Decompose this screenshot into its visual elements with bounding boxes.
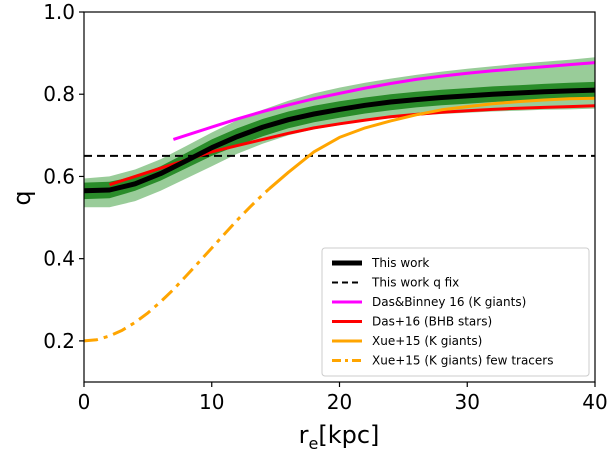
y-tick-label: 0.6 (43, 164, 75, 188)
x-tick-label: 40 (582, 390, 607, 414)
legend-label-this-work: This work (371, 256, 429, 270)
legend-label-this-work-q-fix: This work q fix (371, 276, 459, 290)
series-xue-15-k-giants (268, 96, 596, 190)
x-axis-label: re[kpc] (299, 421, 380, 452)
y-axis-ticks: 0.2 0.4 0.6 0.8 1.0 (43, 0, 84, 353)
y-tick-label: 0.4 (43, 247, 75, 271)
legend-label-das-16-bhb-stars: Das+16 (BHB stars) (372, 315, 492, 329)
confidence-bands (84, 57, 595, 208)
x-axis-label-unit: [kpc] (318, 421, 379, 449)
legend: This work This work q fix Das&Binney 16 (K… (321, 247, 590, 377)
x-axis-label-sub: e (308, 434, 318, 452)
legend-label-xue-15-k-giants-few-tracers: Xue+15 (K giants) few tracers (372, 354, 553, 368)
series-das-binney-16-k-giants (172, 61, 596, 141)
x-tick-label: 0 (78, 390, 91, 414)
y-tick-label: 0.8 (43, 82, 75, 106)
x-tick-label: 20 (327, 390, 352, 414)
series-xue-15-k-giants-few-tracers (83, 187, 271, 343)
legend-label-das-binney-16-k-giants: Das&Binney 16 (K giants) (372, 295, 526, 309)
legend-box (321, 247, 590, 377)
x-axis-ticks: 0 10 20 30 40 (78, 382, 608, 414)
x-tick-label: 30 (455, 390, 480, 414)
legend-label-xue-15-k-giants: Xue+15 (K giants) (372, 334, 482, 348)
x-tick-label: 10 (199, 390, 224, 414)
x-axis-label-main: r (299, 421, 309, 449)
series-lines (83, 61, 596, 343)
y-tick-label: 0.2 (43, 329, 75, 353)
y-axis-label: q (8, 190, 36, 205)
series-this-work (83, 87, 596, 194)
band-2-sigma (84, 57, 595, 208)
y-tick-label: 1.0 (43, 0, 75, 24)
